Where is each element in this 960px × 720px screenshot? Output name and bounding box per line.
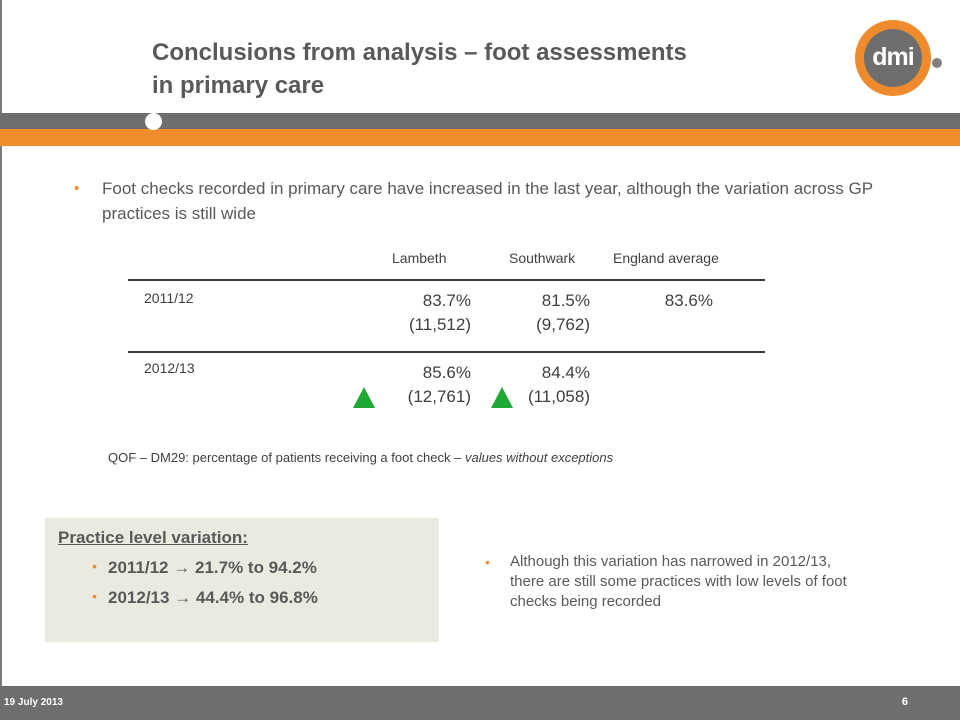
variation-item-2012: • 2012/13 → 44.4% to 96.8% xyxy=(92,588,318,608)
bullet-icon: • xyxy=(485,554,490,570)
lambeth-increase-arrow-icon xyxy=(353,387,375,408)
column-header-england: England average xyxy=(613,250,719,266)
side-bullet: • Although this variation has narrowed i… xyxy=(485,552,855,612)
variation-heading: Practice level variation: xyxy=(58,528,248,547)
main-bullet: • Foot checks recorded in primary care h… xyxy=(74,176,874,226)
lambeth-2012-pct: 85.6% xyxy=(422,363,471,382)
lambeth-2012-count: (12,761) xyxy=(407,387,471,406)
southwark-2011-count: (9,762) xyxy=(536,315,590,334)
england-2011-cell: 83.6% xyxy=(603,289,713,313)
southwark-2012-pct: 84.4% xyxy=(541,363,590,382)
variation-item-2012-range: 44.4% to 96.8% xyxy=(195,588,318,607)
table-caption: QOF – DM29: percentage of patients recei… xyxy=(108,450,613,465)
bullet-icon: • xyxy=(74,180,80,197)
footer-date: 19 July 2013 xyxy=(4,697,63,708)
lambeth-2011-pct: 83.7% xyxy=(422,291,471,310)
right-arrow-icon: → xyxy=(174,588,192,607)
logo-dot-icon xyxy=(932,58,942,68)
row-year-2012: 2012/13 xyxy=(144,360,195,376)
column-header-southwark: Southwark xyxy=(509,250,576,266)
header-dot-icon xyxy=(145,113,162,130)
bullet-icon: • xyxy=(92,588,97,604)
england-2011-pct: 83.6% xyxy=(664,291,713,310)
row-year-2011: 2011/12 xyxy=(144,290,194,306)
variation-item-2011: • 2011/12 → 21.7% to 94.2% xyxy=(92,558,317,578)
footer-bar: 19 July 2013 6 xyxy=(0,686,960,720)
southwark-2012-count: (11,058) xyxy=(527,387,590,406)
right-arrow-icon: → xyxy=(173,558,191,577)
slide-title: Conclusions from analysis – foot assessm… xyxy=(152,36,812,102)
table-row-rule xyxy=(128,351,765,353)
lambeth-2012-cell: 85.6% (12,761) xyxy=(361,361,471,409)
southwark-2011-pct: 81.5% xyxy=(541,291,590,310)
slide-left-border xyxy=(0,0,2,720)
slide-title-line1: Conclusions from analysis – foot assessm… xyxy=(152,39,687,66)
slide-title-line2: in primary care xyxy=(152,72,325,99)
variation-item-2012-year: 2012/13 xyxy=(108,588,170,607)
southwark-2012-cell: 84.4% (11,058) xyxy=(480,361,590,409)
dmi-logo-text: dmi xyxy=(864,29,922,87)
main-bullet-text: Foot checks recorded in primary care hav… xyxy=(102,179,873,223)
caption-main: QOF – DM29: percentage of patients recei… xyxy=(108,450,465,465)
dmi-logo: dmi xyxy=(855,20,931,96)
side-bullet-text: Although this variation has narrowed in … xyxy=(510,553,847,610)
header-band-orange xyxy=(0,129,960,146)
lambeth-2011-cell: 83.7% (11,512) xyxy=(361,289,471,337)
table-header-rule xyxy=(128,279,765,281)
lambeth-2011-count: (11,512) xyxy=(408,315,471,334)
southwark-increase-arrow-icon xyxy=(491,387,513,408)
practice-variation-panel: Practice level variation: • 2011/12 → 21… xyxy=(45,518,439,642)
southwark-2011-cell: 81.5% (9,762) xyxy=(480,289,590,337)
bullet-icon: • xyxy=(92,558,97,574)
caption-italic: values without exceptions xyxy=(464,450,614,465)
page-number: 6 xyxy=(901,696,908,708)
variation-item-2011-range: 21.7% to 94.2% xyxy=(194,558,317,577)
column-header-lambeth: Lambeth xyxy=(392,250,447,266)
variation-item-2011-year: 2011/12 xyxy=(108,558,169,577)
header-band-grey xyxy=(0,113,960,129)
